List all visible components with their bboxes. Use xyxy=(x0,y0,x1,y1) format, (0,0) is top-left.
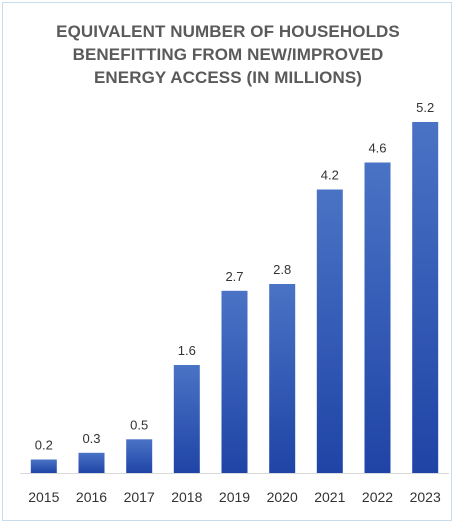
x-tick-label-2019: 2019 xyxy=(219,489,250,505)
data-label-2020: 2.8 xyxy=(273,262,291,277)
bar-2016 xyxy=(78,452,105,474)
data-label-2021: 4.2 xyxy=(321,168,339,183)
data-label-2023: 5.2 xyxy=(416,100,434,115)
data-label-2016: 0.3 xyxy=(82,431,100,446)
chart-title-line-2: BENEFITTING FROM NEW/IMPROVED xyxy=(72,45,384,64)
x-tick-label-2018: 2018 xyxy=(171,489,202,505)
data-label-2019: 2.7 xyxy=(225,269,243,284)
bar-2019 xyxy=(221,290,248,474)
x-tick-label-2017: 2017 xyxy=(124,489,155,505)
data-label-2017: 0.5 xyxy=(130,417,148,432)
bar-2021 xyxy=(316,189,343,473)
chart-title: EQUIVALENT NUMBER OF HOUSEHOLDS BENEFITT… xyxy=(0,20,456,89)
x-tick-label-2022: 2022 xyxy=(362,489,393,505)
x-tick-label-2015: 2015 xyxy=(28,489,59,505)
bar-2020 xyxy=(269,284,296,473)
x-tick-label-2023: 2023 xyxy=(410,489,441,505)
bars-group xyxy=(30,122,439,474)
bar-2023 xyxy=(412,122,439,473)
bar-2022 xyxy=(364,162,391,473)
data-label-2018: 1.6 xyxy=(178,343,196,358)
bar-2015 xyxy=(30,459,57,473)
data-label-2022: 4.6 xyxy=(368,141,386,156)
data-label-2015: 0.2 xyxy=(35,438,53,453)
x-tick-label-2020: 2020 xyxy=(267,489,298,505)
x-tick-label-2016: 2016 xyxy=(76,489,107,505)
chart-title-line-3: ENERGY ACCESS (IN MILLIONS) xyxy=(93,68,363,87)
labels-group: 0.2 2015 0.3 2016 0.5 2017 1.6 2018 2.7 2019 2.8 20… xyxy=(28,100,441,505)
bar-2018 xyxy=(173,365,200,473)
chart-title-line-1: EQUIVALENT NUMBER OF HOUSEHOLDS xyxy=(56,22,400,41)
bar-2017 xyxy=(126,439,153,474)
x-tick-label-2021: 2021 xyxy=(314,489,345,505)
